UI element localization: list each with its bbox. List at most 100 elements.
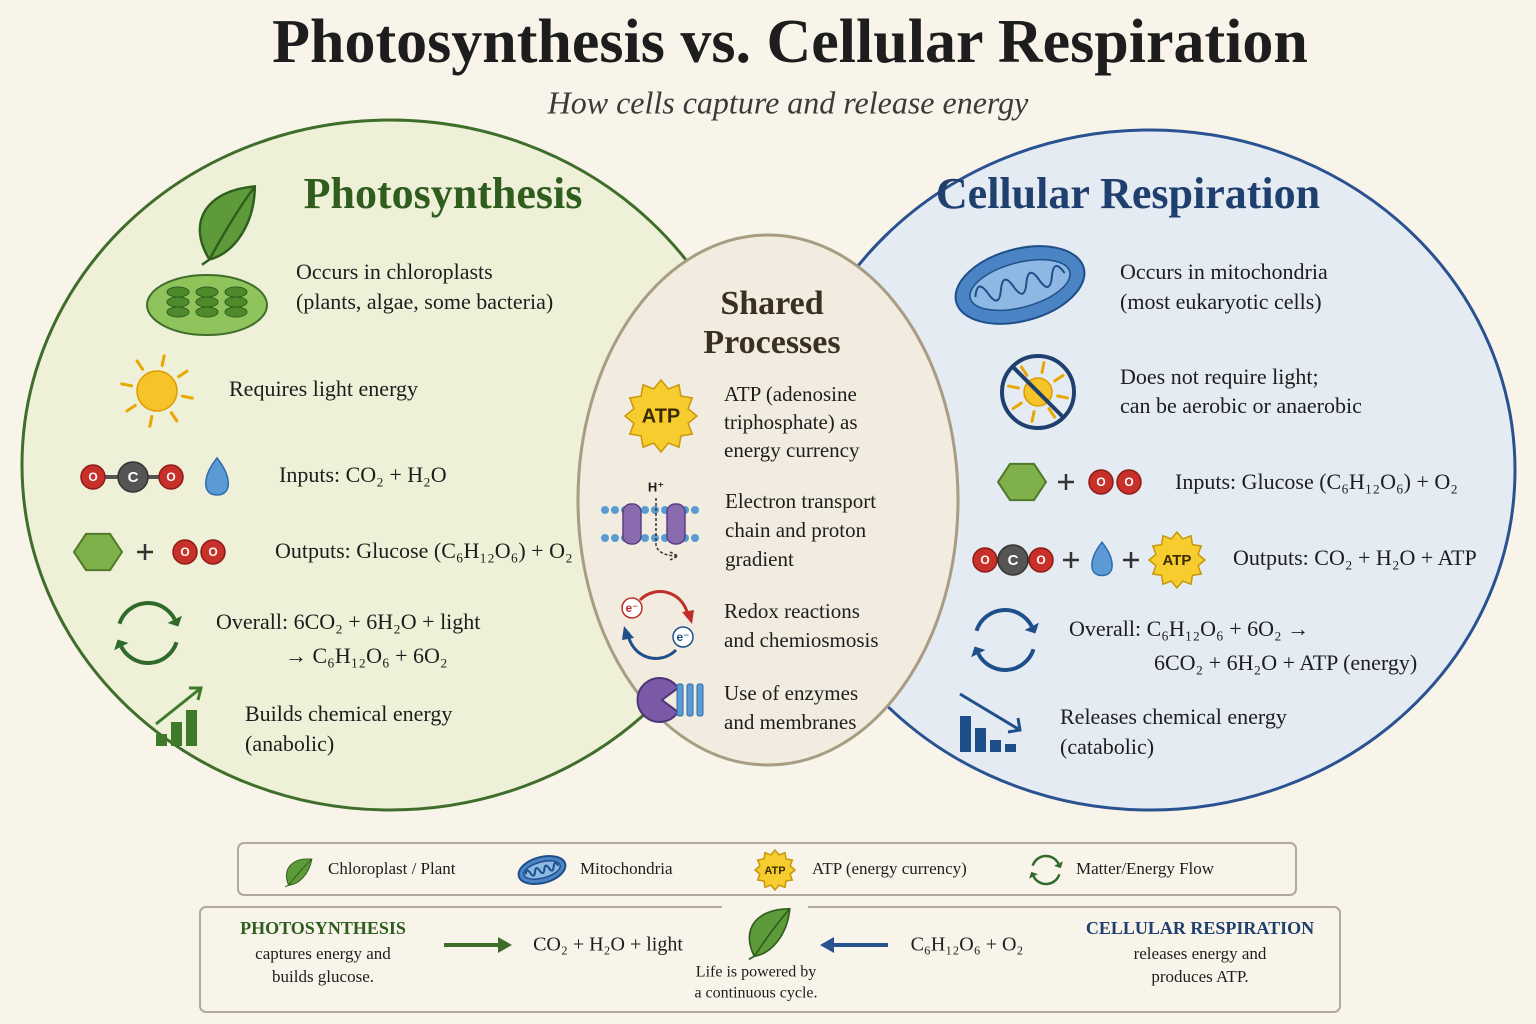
atp-label: ATP: [764, 865, 785, 877]
footer-text: captures energy and: [255, 944, 391, 963]
lipid-head: [641, 534, 649, 542]
photosynthesis-text: Builds chemical energy: [245, 701, 452, 726]
sun-ray: [1019, 365, 1029, 377]
lipid-head: [611, 534, 619, 542]
photosynthesis-text: (plants, algae, some bacteria): [296, 289, 553, 314]
leaf-vein: [748, 908, 791, 961]
shared-text: Use of enzymes: [724, 681, 858, 705]
lipid-head: [691, 534, 699, 542]
electron: [621, 597, 643, 619]
lipid-head: [641, 506, 649, 514]
bar-icon: [975, 728, 986, 752]
shared-text: and membranes: [724, 710, 856, 734]
footer-leaf-gap: [722, 900, 808, 914]
proton-arrow: [655, 498, 680, 561]
footer-equation: C₆H₁₂O₆ + O₂: [911, 934, 1024, 956]
sun-ray: [1011, 401, 1023, 411]
legend-label: ATP (energy currency): [812, 859, 967, 878]
thylakoid: [195, 306, 219, 318]
cycle-arrow: [1031, 854, 1060, 867]
mitochondria-icon: [517, 854, 567, 886]
water-drop: [205, 456, 229, 496]
atp-star: [1147, 530, 1207, 590]
atom-label: O: [166, 470, 175, 484]
atom-label: O: [1096, 475, 1105, 489]
cristae: [524, 862, 560, 877]
footer-text: Life is powered by: [696, 964, 816, 981]
lipid-head: [611, 506, 619, 514]
bar-icon: [186, 710, 197, 746]
sun-ray: [125, 403, 137, 413]
trend-arrow: [155, 686, 203, 726]
atom: [997, 544, 1029, 576]
respiration-text: 6CO₂ + 6H₂O + ATP (energy): [1154, 650, 1417, 675]
membrane-channel: [676, 683, 684, 717]
atom-label: O: [180, 545, 189, 559]
lipid-head: [651, 534, 659, 542]
cycle-arrowhead: [1054, 861, 1063, 869]
atom-icon: O: [1088, 469, 1114, 495]
sun-ray: [1056, 394, 1069, 400]
respiration-text: Does not require light;: [1120, 364, 1319, 389]
water-drop: [1091, 540, 1113, 577]
bar-icon: [960, 716, 971, 752]
cycle-arrow: [119, 641, 179, 665]
membrane-protein: [622, 503, 642, 545]
sun-ray: [1047, 407, 1057, 419]
shared-title: Processes: [703, 324, 840, 361]
shared-text: energy currency: [724, 438, 860, 462]
cycle-arrowhead: [971, 646, 986, 658]
cycle-arrowhead: [114, 639, 129, 651]
atp-icon: ATP: [1147, 530, 1207, 590]
sun-ray: [169, 411, 179, 423]
electron: [672, 626, 694, 648]
redox-arrowhead: [622, 626, 634, 640]
atom-label: O: [980, 553, 989, 567]
lipid-head: [691, 506, 699, 514]
membrane-channel: [686, 683, 694, 717]
respiration-text: Outputs: CO₂ + H₂O + ATP: [1233, 545, 1477, 570]
cycle-arrow: [976, 648, 1036, 672]
sun-ray: [1030, 410, 1036, 423]
footer-heading: PHOTOSYNTHESIS: [240, 918, 406, 938]
atom-icon: O: [200, 539, 226, 565]
atp-icon: ATP: [753, 848, 797, 892]
thylakoid: [195, 296, 219, 308]
mitochondria-inner: [969, 258, 1071, 312]
lipid-head: [601, 534, 609, 542]
atom-label: O: [208, 545, 217, 559]
atp-star: [623, 378, 699, 454]
photosynthesis-text: → C₆H₁₂O₆ + 6O₂: [285, 643, 448, 668]
atom-label: C: [1008, 552, 1019, 569]
footer-arrowhead: [498, 937, 512, 953]
atp-star: [753, 848, 797, 892]
respiration-text: Occurs in mitochondria: [1120, 259, 1328, 284]
shared-text: Redox reactions: [724, 599, 860, 623]
leaf-vein: [201, 185, 256, 266]
thylakoid: [195, 286, 219, 298]
atom-label: O: [88, 470, 97, 484]
cycle-arrowhead: [1029, 871, 1038, 879]
atom: [1028, 547, 1054, 573]
footer-heading: CELLULAR RESPIRATION: [1086, 918, 1314, 938]
atp-icon: ATP: [623, 378, 699, 454]
bar-icon: [156, 734, 167, 746]
thylakoid: [166, 296, 190, 308]
atom: [200, 539, 226, 565]
atom-icon: O: [1116, 469, 1142, 495]
atom: [1088, 469, 1114, 495]
atom: [172, 539, 198, 565]
cristae: [974, 265, 1066, 302]
footer-arrowhead: [820, 937, 834, 953]
sun-ray: [1007, 384, 1020, 390]
cycle-arrowhead: [1024, 622, 1039, 634]
thylakoid: [224, 286, 248, 298]
footer-text: produces ATP.: [1151, 967, 1248, 986]
sun-ray: [135, 359, 145, 371]
no-light-circle: [1000, 354, 1076, 430]
photosynthesis-text: (anabolic): [245, 731, 334, 756]
atom-icon: O: [80, 464, 106, 490]
leaf-icon: [748, 907, 791, 961]
thylakoid: [166, 286, 190, 298]
